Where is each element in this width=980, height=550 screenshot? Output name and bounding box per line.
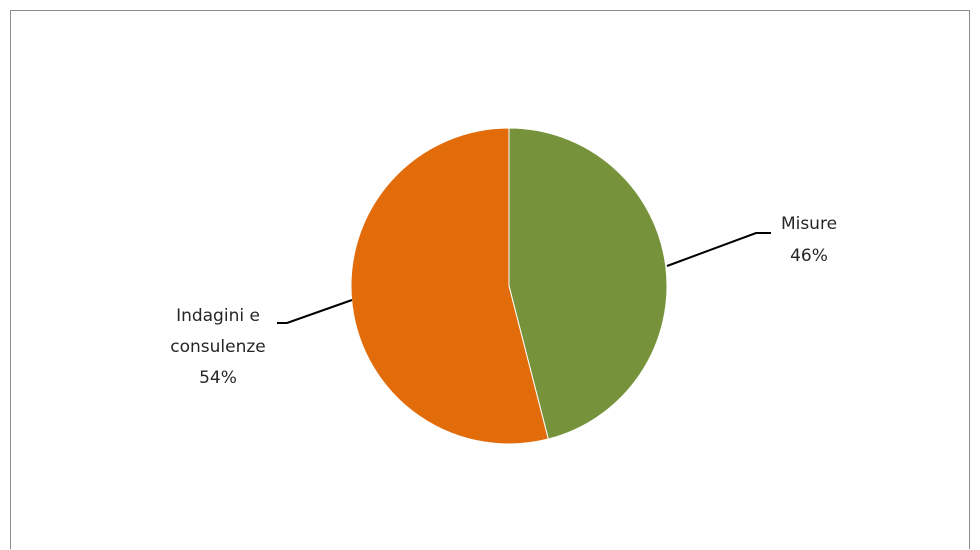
pie-slice-indagini-e-consulenze [350, 127, 549, 445]
pie-chart: Misure 46% Indagini e consulenze 54% [170, 127, 837, 445]
label-indagini-value: 54% [199, 368, 237, 388]
leader-line-indagini [277, 299, 353, 324]
label-misure-value: 46% [790, 246, 828, 266]
label-misure-name: Misure [781, 214, 837, 234]
pie-slice-misure [508, 127, 668, 440]
pie-slices [350, 127, 668, 445]
label-indagini-name-line2: consulenze [170, 337, 266, 357]
data-label-misure: Misure 46% [666, 214, 837, 267]
label-indagini-name-line1: Indagini e [176, 306, 260, 326]
data-label-indagini: Indagini e consulenze 54% [170, 299, 353, 388]
leader-line-misure [666, 232, 771, 267]
chart-area: Misure 46% Indagini e consulenze 54% [10, 10, 970, 549]
